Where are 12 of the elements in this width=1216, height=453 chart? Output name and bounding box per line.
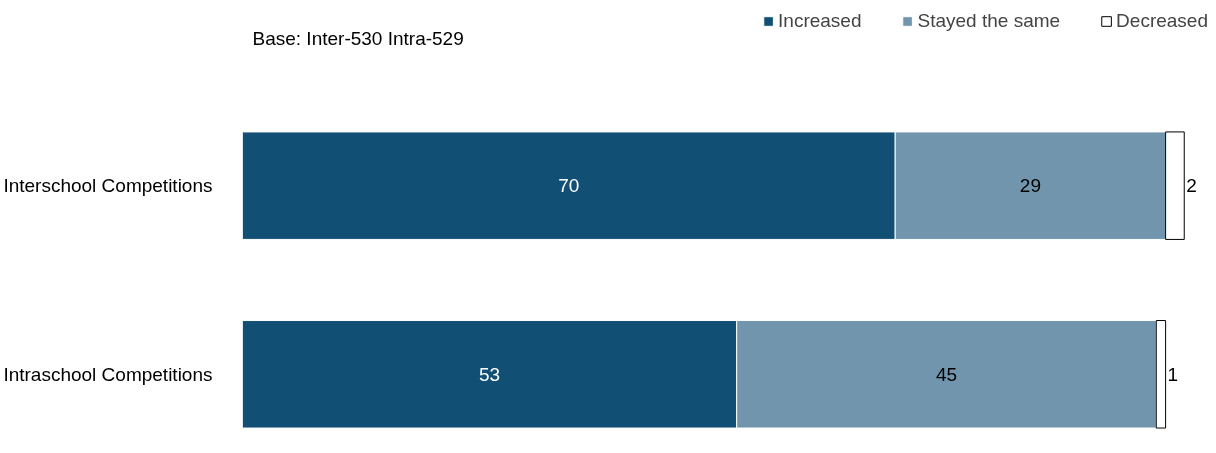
y-tick-label: Intraschool Competitions	[3, 363, 213, 385]
y-tick-label: Interschool Competitions	[3, 175, 213, 197]
data-label: 29	[1019, 175, 1041, 197]
data-label: 53	[479, 363, 501, 385]
data-label: 45	[935, 363, 958, 385]
text: Base: Inter-530 Intra-529	[252, 27, 464, 49]
data-label: 2	[1186, 175, 1197, 197]
legend-label: Stayed the same	[917, 10, 1061, 32]
legend-label: Increased	[778, 10, 862, 32]
legend-label: Decreased	[1116, 10, 1208, 32]
data-label: 70	[558, 175, 580, 197]
data-label: 1	[1167, 363, 1179, 385]
